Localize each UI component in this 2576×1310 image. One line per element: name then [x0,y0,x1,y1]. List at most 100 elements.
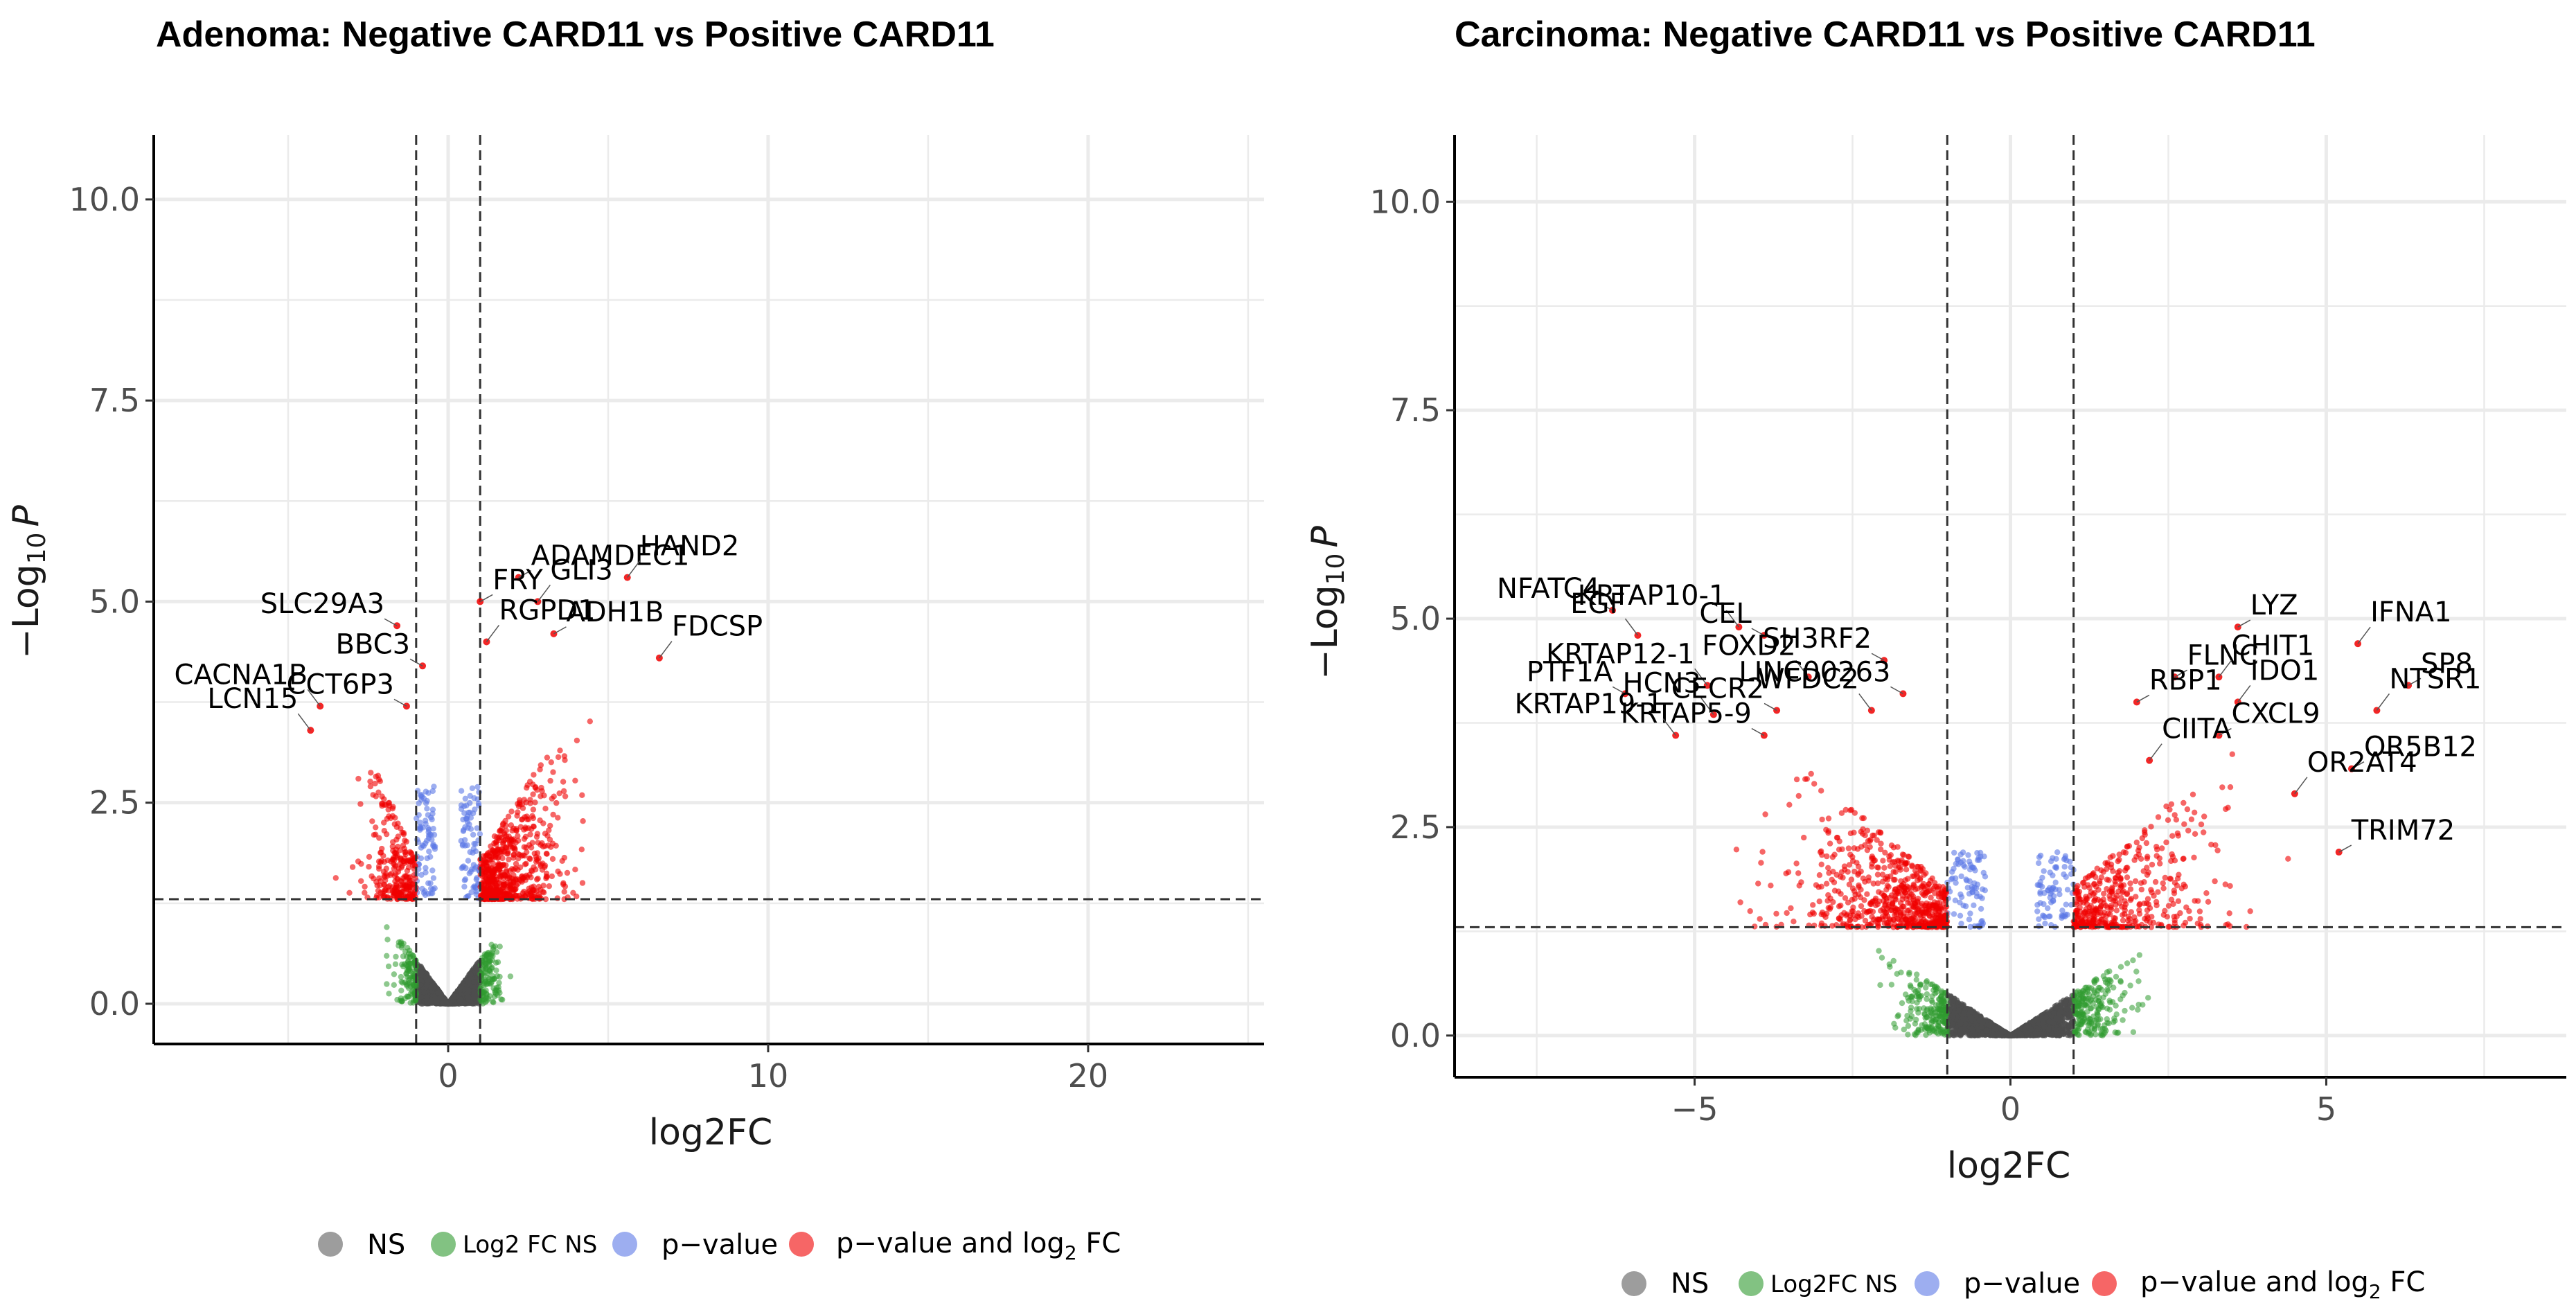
data-point [538,886,544,893]
label-connector [297,713,311,731]
adenoma-y-axis-label: −Log10P [6,505,51,659]
data-point [2065,1023,2072,1029]
data-point [519,875,526,881]
data-point [533,867,539,873]
data-point [535,876,541,882]
data-point [500,841,506,847]
data-point [572,777,578,784]
gene-label: BBC3 [335,628,410,660]
data-point [394,893,400,899]
gene-label: LCN15 [207,683,298,715]
data-point [507,973,514,980]
data-point [562,883,569,889]
data-point [478,998,485,1005]
data-point [388,858,394,865]
data-point [531,772,537,778]
data-point [553,842,559,849]
x-tick-label: 10 [748,1057,789,1095]
data-point [538,784,544,791]
data-point [398,878,405,885]
label-connector [553,626,567,635]
data-point [384,937,391,943]
data-point [515,809,521,815]
data-point [396,939,402,946]
data-point [402,995,408,1002]
data-point [499,996,506,1003]
data-point [578,847,585,853]
data-point [417,820,423,826]
data-point [369,818,375,824]
data-point [538,861,544,868]
gene-label: CCT6P3 [287,669,394,700]
data-point [495,860,502,867]
gene-label: HAND2 [640,531,740,563]
data-point [402,948,409,955]
data-point [483,894,489,901]
gene-label: ADH1B [566,596,664,628]
data-point [550,769,556,775]
data-point [392,815,398,821]
data-point [358,878,364,885]
data-point [423,865,429,871]
data-point [543,851,550,857]
x-tick-label: 20 [1068,1057,1109,1095]
data-point [477,831,483,838]
data-point [524,816,531,822]
data-point [570,889,576,896]
data-point [480,853,487,859]
data-point [332,875,339,881]
data-point [560,779,567,785]
y-tick-label: 7.5 [89,382,140,419]
data-point [398,987,405,994]
data-point [490,999,497,1006]
data-point [428,890,434,896]
data-point [485,975,491,981]
data-point [505,813,512,820]
data-point [504,835,510,842]
data-point [548,759,554,765]
data-point [435,990,441,996]
data-point [424,982,430,989]
data-point [505,850,511,857]
data-point [490,953,496,959]
data-point [468,971,474,977]
data-point [491,880,497,886]
data-point [574,737,580,744]
data-point [399,829,405,836]
data-point [560,788,567,795]
data-point [430,826,436,832]
data-point [495,959,501,966]
data-point [412,968,418,974]
data-point [428,831,434,838]
data-point [357,801,364,807]
data-point [377,778,383,784]
data-point [555,815,561,821]
data-point [366,864,372,870]
data-point [382,877,389,883]
data-point [395,820,401,826]
data-point [465,858,472,864]
data-point [395,843,401,850]
data-point [381,828,387,834]
data-point [510,877,517,884]
data-point [492,989,498,995]
data-point [501,882,507,888]
data-point [483,878,490,885]
data-point [389,806,396,812]
data-point [451,993,457,1000]
data-point [513,886,519,892]
data-point [430,984,437,991]
data-point [493,967,499,973]
data-point [495,847,501,853]
data-point [522,833,529,840]
data-point [373,824,379,831]
data-point [521,826,527,833]
data-point [409,893,416,899]
data-point [389,884,396,890]
data-point [564,869,571,876]
data-point [510,852,517,858]
data-point [382,893,388,899]
data-point [425,812,432,818]
data-point [472,979,478,985]
